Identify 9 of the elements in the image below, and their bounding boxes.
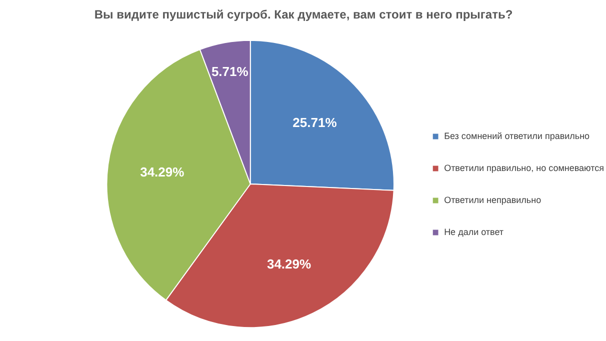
legend-label: Без сомнений ответили правильно bbox=[444, 130, 590, 140]
legend-label: Ответили неправильно bbox=[444, 194, 542, 204]
legend-label: Не дали ответ bbox=[444, 226, 504, 236]
data-label: 34.29% bbox=[266, 256, 312, 272]
legend-label: Ответили правильно, но сомневаются bbox=[444, 162, 604, 172]
data-label: 25.71% bbox=[292, 115, 338, 130]
chart-title: Вы видите пушистый сугроб. Как думаете, вам стоит в него прыгать? bbox=[94, 8, 513, 22]
data-label: 34.29% bbox=[140, 164, 185, 180]
data-label: 5.71% bbox=[211, 64, 249, 79]
